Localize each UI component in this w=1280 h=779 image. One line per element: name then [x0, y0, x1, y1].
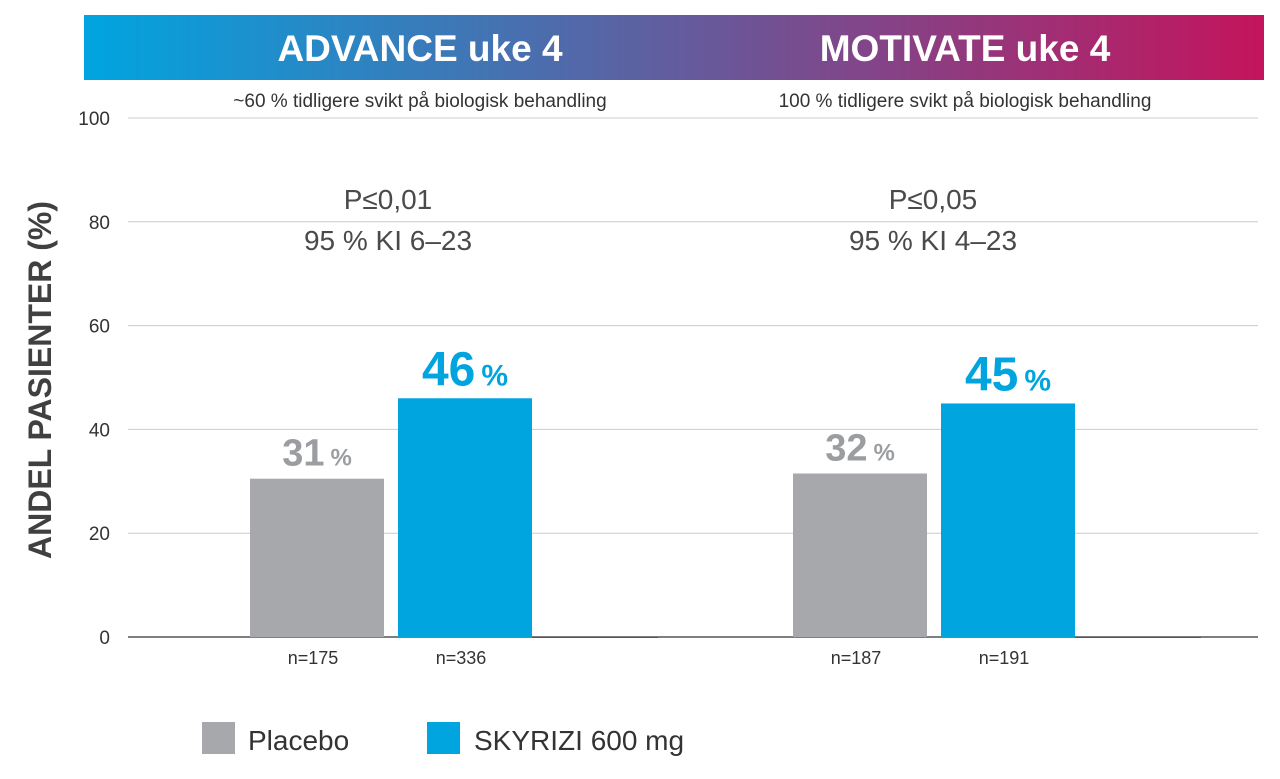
legend-swatch	[202, 722, 235, 754]
data-label-value: 32	[825, 428, 867, 470]
y-tick-label: 80	[89, 213, 110, 234]
legend-swatch	[427, 722, 460, 754]
data-label-percent: %	[1024, 364, 1051, 397]
bar-skyrizi	[398, 398, 532, 637]
data-label: 46%	[422, 343, 508, 396]
group-title: MOTIVATE uke 4	[820, 28, 1111, 69]
data-label: 31%	[282, 433, 352, 475]
group-subtitle: ~60 % tidligere svikt på biologisk behan…	[233, 91, 606, 112]
bar-placebo	[250, 478, 384, 637]
data-label-value: 46	[422, 343, 475, 396]
n-label: n=175	[288, 648, 339, 668]
data-label-percent: %	[330, 445, 351, 472]
data-label: 45%	[965, 348, 1051, 401]
data-label: 32%	[825, 428, 895, 470]
n-label: n=336	[436, 648, 487, 668]
group-subtitle: 100 % tidligere svikt på biologisk behan…	[779, 91, 1152, 112]
data-label-value: 45	[965, 348, 1018, 401]
ci-label: 95 % KI 6–23	[304, 225, 472, 256]
bar-skyrizi	[941, 403, 1075, 637]
n-label: n=191	[979, 648, 1030, 668]
data-label-value: 31	[282, 433, 324, 475]
legend-label: Placebo	[248, 725, 349, 756]
y-tick-label: 40	[89, 420, 110, 441]
group-title: ADVANCE uke 4	[277, 28, 563, 69]
y-tick-label: 20	[89, 524, 110, 545]
y-axis-label: ANDEL PASIENTER (%)	[22, 201, 58, 559]
p-value-label: P≤0,01	[344, 184, 433, 215]
ci-label: 95 % KI 4–23	[849, 225, 1017, 256]
data-label-percent: %	[873, 440, 894, 467]
data-label-percent: %	[481, 359, 508, 392]
legend-label: SKYRIZI 600 mg	[474, 725, 684, 756]
n-label: n=187	[831, 648, 882, 668]
y-tick-label: 60	[89, 317, 110, 338]
p-value-label: P≤0,05	[889, 184, 978, 215]
y-tick-label: 100	[78, 109, 110, 130]
y-tick-label: 0	[99, 628, 110, 649]
header-banner	[84, 15, 1264, 80]
bar-placebo	[793, 473, 927, 637]
